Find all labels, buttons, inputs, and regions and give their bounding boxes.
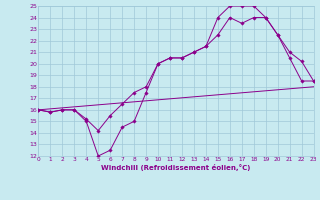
X-axis label: Windchill (Refroidissement éolien,°C): Windchill (Refroidissement éolien,°C) bbox=[101, 164, 251, 171]
